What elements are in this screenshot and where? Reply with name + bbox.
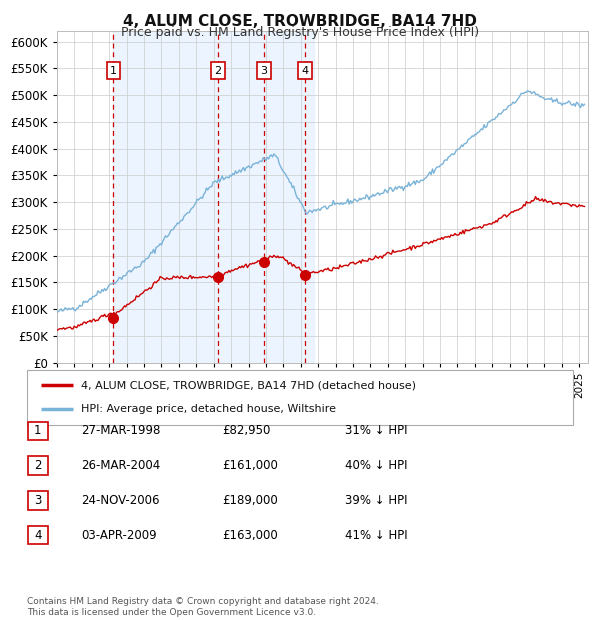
Text: 03-APR-2009: 03-APR-2009	[81, 529, 157, 541]
Text: 24-NOV-2006: 24-NOV-2006	[81, 494, 160, 507]
Text: 1: 1	[110, 66, 117, 76]
FancyBboxPatch shape	[28, 456, 47, 475]
Text: Contains HM Land Registry data © Crown copyright and database right 2024.
This d: Contains HM Land Registry data © Crown c…	[27, 598, 379, 617]
FancyBboxPatch shape	[28, 491, 47, 510]
Text: Price paid vs. HM Land Registry's House Price Index (HPI): Price paid vs. HM Land Registry's House …	[121, 26, 479, 39]
Text: 41% ↓ HPI: 41% ↓ HPI	[345, 529, 407, 541]
Text: HPI: Average price, detached house, Wiltshire: HPI: Average price, detached house, Wilt…	[80, 404, 335, 414]
Text: £163,000: £163,000	[222, 529, 278, 541]
Text: 27-MAR-1998: 27-MAR-1998	[81, 425, 160, 437]
Text: 4: 4	[302, 66, 309, 76]
Text: 26-MAR-2004: 26-MAR-2004	[81, 459, 160, 472]
Text: 3: 3	[260, 66, 268, 76]
FancyBboxPatch shape	[27, 370, 573, 425]
FancyBboxPatch shape	[28, 526, 47, 544]
Text: 4, ALUM CLOSE, TROWBRIDGE, BA14 7HD (detached house): 4, ALUM CLOSE, TROWBRIDGE, BA14 7HD (det…	[80, 381, 416, 391]
Text: 4, ALUM CLOSE, TROWBRIDGE, BA14 7HD: 4, ALUM CLOSE, TROWBRIDGE, BA14 7HD	[123, 14, 477, 29]
Text: 39% ↓ HPI: 39% ↓ HPI	[345, 494, 407, 507]
FancyBboxPatch shape	[28, 422, 47, 440]
Text: 4: 4	[34, 529, 41, 541]
Text: 1: 1	[34, 425, 41, 437]
Text: 2: 2	[34, 459, 41, 472]
Text: 2: 2	[214, 66, 221, 76]
Text: £189,000: £189,000	[222, 494, 278, 507]
Text: £161,000: £161,000	[222, 459, 278, 472]
Bar	[113, 31, 314, 363]
Text: 3: 3	[34, 494, 41, 507]
Text: 31% ↓ HPI: 31% ↓ HPI	[345, 425, 407, 437]
Text: £82,950: £82,950	[222, 425, 271, 437]
Text: 40% ↓ HPI: 40% ↓ HPI	[345, 459, 407, 472]
